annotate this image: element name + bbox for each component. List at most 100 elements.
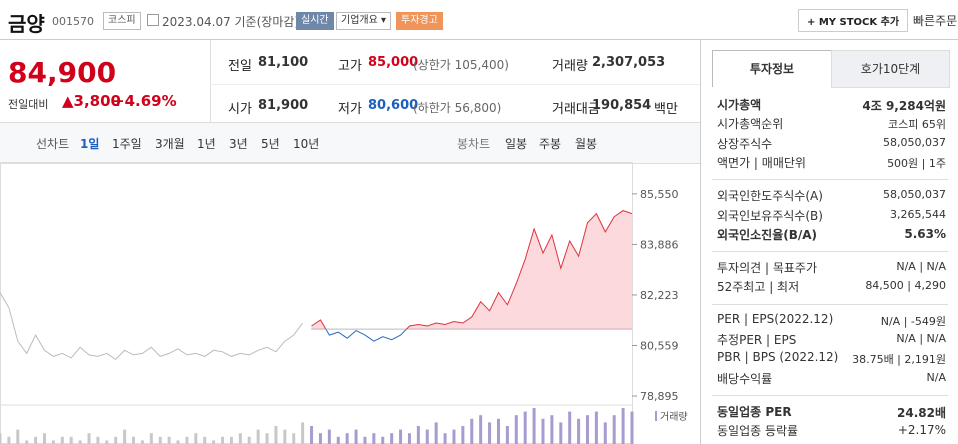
- y-tick-label: 83,886: [640, 238, 679, 251]
- volume-bar: [434, 422, 438, 444]
- quote-value: 190,854: [592, 98, 652, 113]
- calendar-icon: [147, 14, 159, 26]
- volume-bar: [238, 433, 242, 444]
- volume-bar: [229, 436, 233, 444]
- info-label: 52주최고 | 최저: [717, 280, 800, 295]
- volume-bar: [318, 433, 322, 444]
- divider: [700, 40, 701, 444]
- info-value: 5.63%: [904, 226, 946, 241]
- divider: [0, 39, 958, 40]
- change-label: 전일대비: [8, 98, 49, 111]
- candle-tab[interactable]: 일봉: [505, 137, 528, 151]
- volume-bar: [577, 418, 581, 444]
- volume-bar: [256, 429, 260, 444]
- quote-value: 2,307,053: [592, 55, 666, 70]
- info-value: 코스피 65위: [888, 118, 946, 132]
- y-tick-label: 82,223: [640, 289, 679, 302]
- realtime-badge[interactable]: 실시간: [296, 12, 334, 30]
- divider: [210, 40, 211, 122]
- panel-tab[interactable]: 호가10단계: [831, 50, 950, 88]
- tab-bar: [0, 122, 700, 164]
- tab-label: 봉차트: [457, 137, 491, 151]
- info-value: 24.82배: [897, 405, 946, 420]
- section-divider: [712, 303, 948, 305]
- quote-value: 80,600: [368, 98, 419, 113]
- info-value: 58,050,037: [883, 135, 946, 149]
- volume-bar: [87, 433, 91, 444]
- volume-bar: [43, 433, 47, 444]
- volume-bar: [416, 426, 420, 444]
- quote-unit: 백만: [654, 102, 678, 117]
- volume-bar: [336, 436, 340, 444]
- volume-bar: [51, 440, 55, 444]
- volume-legend: [655, 411, 657, 421]
- volume-bar: [585, 415, 589, 444]
- company-info[interactable]: 기업개요 ▾: [336, 12, 392, 30]
- volume-bar: [194, 433, 198, 444]
- volume-bar: [25, 440, 29, 444]
- volume-bar: [158, 436, 162, 444]
- price-line: [0, 292, 304, 361]
- period-tab[interactable]: 5년: [261, 137, 280, 151]
- period-tab[interactable]: 1주일: [112, 137, 142, 151]
- volume-bar: [550, 415, 554, 444]
- candle-tab[interactable]: 주봉: [539, 137, 562, 151]
- period-tab[interactable]: 1년: [197, 137, 216, 151]
- period-tab[interactable]: 1일: [80, 137, 100, 151]
- volume-bar: [265, 433, 269, 444]
- candle-tab[interactable]: 월봉: [575, 137, 598, 151]
- info-label: 외국인보유주식수(B): [717, 208, 823, 223]
- quote-label: 저가: [338, 102, 362, 117]
- info-label: PBR | BPS (2022.12): [717, 350, 839, 365]
- volume-bar: [488, 422, 492, 444]
- volume-bar: [532, 408, 536, 444]
- volume-bar: [470, 418, 474, 444]
- info-value: 58,050,037: [883, 188, 946, 202]
- volume-bar: [149, 433, 153, 444]
- price-area: [311, 210, 632, 330]
- quote-value: 81,900: [258, 98, 309, 113]
- volume-bar: [327, 429, 331, 444]
- period-tab[interactable]: 3개월: [155, 137, 185, 151]
- volume-bar: [399, 429, 403, 444]
- volume-bar: [114, 436, 118, 444]
- current-price: 84,900: [8, 56, 117, 89]
- volume-bar: [7, 436, 11, 444]
- period-tab[interactable]: 3년: [229, 137, 248, 151]
- quote-note: (상한가 105,400): [413, 58, 509, 72]
- volume-bar: [247, 436, 251, 444]
- market-badge: 코스피: [103, 12, 141, 30]
- volume-bar: [381, 436, 385, 444]
- volume-bar: [345, 433, 349, 444]
- volume-bar: [34, 436, 38, 444]
- info-label: 투자의견 | 목표주가: [717, 261, 817, 276]
- info-value: 3,265,544: [890, 207, 946, 221]
- volume-bar: [505, 426, 509, 444]
- info-value: 4조 9,284억원: [862, 99, 946, 113]
- volume-bar: [354, 429, 358, 444]
- volume-bar: [425, 429, 429, 444]
- volume-bar: [132, 436, 136, 444]
- info-value: N/A | N/A: [896, 332, 946, 345]
- volume-label: 거래량: [660, 411, 688, 423]
- volume-bar: [603, 422, 607, 444]
- section-divider: [712, 251, 948, 253]
- volume-bar: [60, 436, 64, 444]
- chart: 85,550 83,886 82,223 80,559 78,895 거래량: [0, 162, 688, 444]
- volume-bar: [452, 429, 456, 444]
- period-tab[interactable]: 10년: [293, 137, 320, 151]
- y-tick-label: 85,550: [640, 188, 679, 201]
- volume-bar: [176, 440, 180, 444]
- warning-badge: 투자경고: [396, 12, 443, 30]
- mystock-button[interactable]: + MY STOCK 추가: [798, 9, 909, 32]
- volume-bar: [16, 429, 20, 444]
- price-line: [311, 210, 632, 330]
- quick-order[interactable]: 빠른주문: [913, 14, 958, 28]
- divider: [210, 84, 700, 85]
- volume-bar: [523, 411, 527, 444]
- volume-bar: [407, 433, 411, 444]
- panel-tab[interactable]: 투자정보: [712, 50, 832, 87]
- volume-bar: [185, 436, 189, 444]
- volume-bar: [541, 418, 545, 444]
- volume-bar: [140, 440, 144, 444]
